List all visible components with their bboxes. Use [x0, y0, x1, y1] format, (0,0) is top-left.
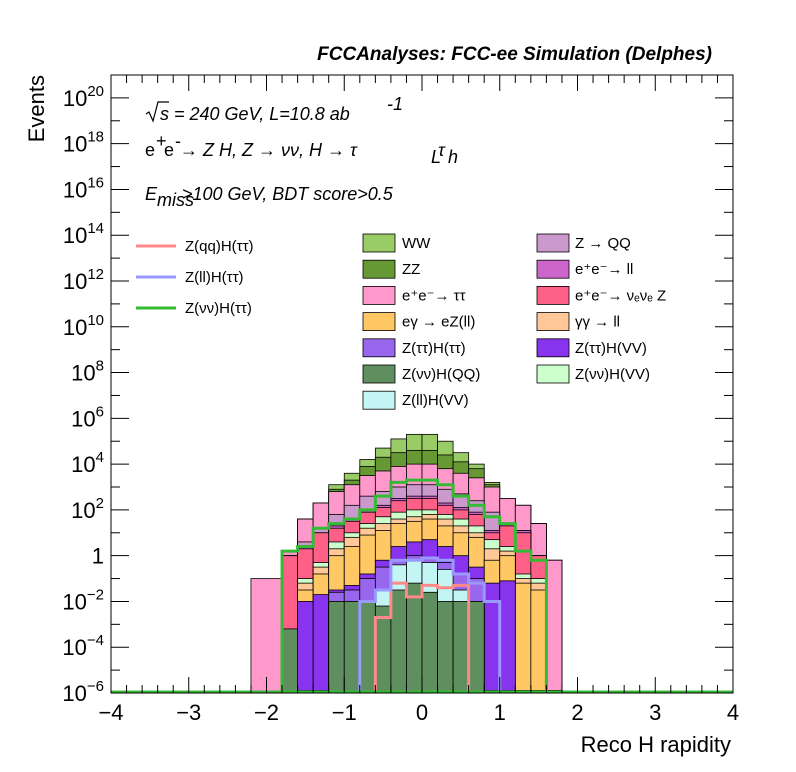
legend-label: e⁺e⁻→ ττ: [402, 287, 466, 304]
legend-label: WW: [402, 235, 431, 252]
x-tick-label: −1: [332, 700, 357, 725]
legend-swatch: [362, 338, 396, 358]
y-tick-label: 1014: [63, 220, 104, 248]
legend-swatch: [362, 233, 396, 253]
y-tick-label: 10−2: [62, 586, 104, 614]
legend: WW ZZ e⁺e⁻→ ττ eγ → eZ(ll) Z(ττ)H(ττ) Z(νν)H(…: [136, 233, 666, 410]
bar: [374, 605, 392, 694]
x-tick-label: 1: [494, 700, 506, 725]
legend-label: Z(νν)H(QQ): [402, 366, 480, 383]
bar: [514, 582, 532, 694]
bar: [343, 601, 361, 694]
legend-label: γγ → ll: [575, 314, 620, 331]
legend-swatch: [362, 390, 396, 410]
y-tick-label: 1018: [63, 129, 104, 157]
legend-swatch: [536, 312, 570, 332]
legend-swatch: [536, 338, 570, 358]
annotation-process-e2: e: [164, 140, 174, 160]
annotation-energy: s = 240 GeV, L=10.8 ab -1: [145, 94, 403, 124]
legend-swatch: [536, 259, 570, 279]
x-tick-label: 4: [727, 700, 739, 725]
annotation-process-plus: +: [156, 131, 167, 151]
legend-line-label: Z(νν)H(ττ): [185, 300, 252, 317]
bar: [499, 580, 516, 694]
bar: [406, 582, 423, 694]
annotation-process-text: → Z H, Z → νν, H → τ: [180, 140, 358, 160]
annotation-process-sub-l: L: [431, 147, 441, 167]
legend-swatch: [362, 312, 396, 332]
y-tick-label: 10−6: [62, 678, 104, 706]
legend-swatch: [536, 285, 570, 305]
annotation-process-sub-h: h: [448, 147, 458, 167]
y-axis-label: Events: [24, 75, 49, 142]
annotation-energy-sup: -1: [387, 94, 403, 114]
bar: [468, 601, 485, 694]
legend-swatch: [536, 364, 570, 384]
x-tick-label: −3: [176, 700, 201, 725]
legend-line-label: Z(qq)H(ττ): [185, 238, 254, 255]
bar: [250, 578, 283, 694]
annotation-cuts-text: >100 GeV, BDT score>0.5: [182, 184, 394, 204]
sqrt-symbol: [145, 101, 169, 123]
bar: [546, 559, 563, 694]
chart-title: FCCAnalyses: FCC-ee Simulation (Delphes): [317, 44, 712, 65]
bar: [281, 628, 298, 694]
bar: [437, 601, 454, 694]
y-tick-label: 108: [71, 358, 104, 386]
legend-label: Z(ττ)H(VV): [575, 340, 647, 357]
annotation-cuts: E miss >100 GeV, BDT score>0.5: [145, 184, 394, 210]
y-tick-label: 1010: [63, 312, 104, 340]
y-tick-label: 104: [71, 449, 104, 477]
annotation-cuts-sub: miss: [157, 190, 194, 210]
legend-label: eγ → eZ(ll): [402, 314, 475, 331]
x-tick-label: 3: [649, 700, 661, 725]
bar: [312, 594, 330, 694]
x-tick-label: −4: [98, 700, 123, 725]
y-tick-label: 1020: [63, 83, 104, 111]
bar: [530, 589, 547, 694]
annotation-cuts-e: E: [145, 184, 158, 204]
signal-line-0: [373, 581, 471, 693]
y-tick-label: 1016: [63, 174, 104, 202]
x-axis-label: Reco H rapidity: [581, 732, 731, 757]
y-tick-label: 1012: [63, 266, 104, 294]
annotation-process-e1: e: [145, 140, 155, 160]
y-tick-label: 10−4: [62, 632, 104, 660]
x-tick-label: −2: [254, 700, 279, 725]
bar: [390, 589, 407, 694]
stacked-bars: [250, 433, 563, 694]
legend-label: Z(ll)H(VV): [402, 392, 469, 409]
legend-label: Z(ττ)H(ττ): [402, 340, 466, 357]
axes: −4 −3 −2 −1 0 1 2 3 4 10−6 10−4 10−2 1 102 104 106 108 10…: [62, 74, 739, 725]
bar: [328, 601, 345, 694]
signal-line-1: [358, 556, 502, 693]
y-tick-label: 102: [71, 495, 104, 523]
legend-label: ZZ: [402, 261, 420, 278]
bar: [297, 601, 314, 694]
x-tick-label: 2: [571, 700, 583, 725]
y-tick-label: 106: [71, 403, 104, 431]
legend-swatch: [362, 285, 396, 305]
legend-swatch: [536, 233, 570, 253]
x-tick-label: 0: [416, 700, 428, 725]
legend-swatch: [362, 364, 396, 384]
signal-line-2: [280, 478, 548, 693]
legend-label: e⁺e⁻→ ll: [575, 261, 633, 278]
legend-swatch: [362, 259, 396, 279]
y-tick-label: 1: [92, 544, 104, 569]
annotation-process-minus: -: [175, 131, 181, 151]
bar: [421, 591, 438, 694]
legend-label: Z(νν)H(VV): [575, 366, 650, 383]
bar: [359, 601, 376, 694]
annotation-process-tau2: τ: [438, 140, 446, 160]
legend-label: Z → QQ: [575, 235, 631, 252]
legend-label: e⁺e⁻→ νₑνₑ Z: [575, 287, 666, 304]
legend-line-label: Z(ll)H(ττ): [185, 269, 244, 286]
bar: [483, 582, 501, 694]
annotation-process: e + e - → Z H, Z → νν, H → τ L τ h: [145, 131, 458, 167]
bar: [452, 601, 470, 694]
annotation-energy-text: s = 240 GeV, L=10.8 ab: [160, 104, 350, 124]
